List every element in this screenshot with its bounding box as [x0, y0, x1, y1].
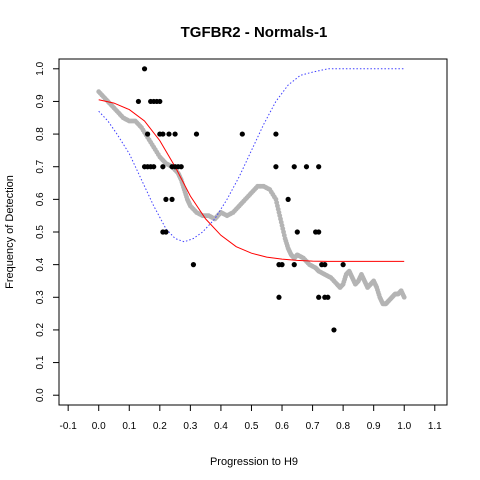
y-tick-label: 0.1 [35, 355, 46, 369]
data-point [160, 131, 166, 137]
y-axis-label: Frequency of Detection [4, 175, 16, 289]
data-point [172, 131, 178, 137]
x-tick-label: 0.2 [153, 421, 167, 432]
x-axis: -0.1 0.0 0.1 0.2 0.3 0.4 0.5 0.6 0.7 0.8 0.9 1.0 1.1 [60, 405, 442, 432]
y-tick-label: 0.6 [35, 192, 46, 206]
data-point [285, 196, 291, 202]
x-tick-label: 1.1 [428, 421, 442, 432]
y-tick-label: 0.0 [35, 388, 46, 402]
x-tick-label: -0.1 [60, 421, 78, 432]
data-point [169, 196, 175, 202]
data-point [163, 229, 169, 235]
data-point [316, 294, 322, 300]
fit-curve [98, 99, 405, 262]
data-point [273, 164, 279, 170]
x-tick-label: 0.4 [214, 421, 228, 432]
x-tick-label: 0.8 [336, 421, 350, 432]
chart-title: TGFBR2 - Normals-1 [181, 24, 328, 41]
data-point [331, 327, 337, 333]
x-tick-label: 0.9 [367, 421, 381, 432]
data-point [163, 196, 169, 202]
data-point [322, 262, 328, 268]
y-tick-label: 0.9 [35, 94, 46, 108]
data-point [325, 294, 331, 300]
data-point [294, 229, 300, 235]
data-point [316, 229, 322, 235]
data-point [193, 131, 200, 137]
x-tick-label: 0.0 [92, 421, 106, 432]
data-point [239, 131, 245, 137]
data-point [279, 262, 285, 268]
x-tick-label: 0.3 [183, 421, 197, 432]
data-point [340, 262, 346, 268]
data-point [166, 131, 172, 137]
y-tick-label: 0.8 [35, 127, 46, 141]
data-point [151, 164, 157, 170]
data-point [135, 98, 142, 105]
y-tick-label: 0.7 [35, 159, 46, 173]
series-layer [96, 66, 407, 333]
data-point [157, 98, 163, 105]
data-point [276, 294, 282, 300]
data-point [303, 164, 310, 170]
data-point [190, 262, 197, 268]
data-point [160, 164, 166, 170]
x-tick-label: 1.0 [397, 421, 411, 432]
x-tick-label: 0.1 [122, 421, 136, 432]
data-point [291, 262, 297, 268]
y-tick-label: 1.0 [35, 61, 46, 75]
y-tick-label: 0.3 [35, 290, 46, 304]
x-tick-label: 0.6 [275, 421, 289, 432]
data-point [178, 164, 184, 170]
data-point [273, 131, 279, 137]
y-tick-label: 0.4 [35, 257, 46, 271]
data-point [316, 164, 322, 170]
y-tick-label: 0.2 [35, 323, 46, 337]
smoothed-point [401, 294, 407, 300]
data-point [291, 164, 297, 170]
confidence-curve [98, 68, 405, 243]
x-axis-label: Progression to H9 [210, 456, 298, 468]
data-point [141, 66, 148, 72]
y-axis: 0.0 0.1 0.2 0.3 0.4 0.5 0.6 0.7 0.8 0.9 1.0 [35, 61, 59, 402]
y-tick-label: 0.5 [35, 225, 46, 239]
data-point [144, 131, 151, 137]
x-tick-label: 0.5 [245, 421, 259, 432]
x-tick-label: 0.7 [306, 421, 320, 432]
